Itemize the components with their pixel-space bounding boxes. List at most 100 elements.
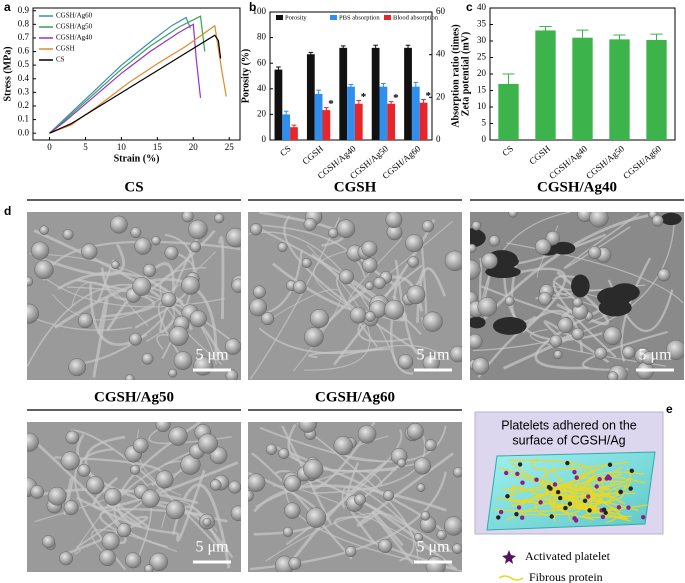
error-bar	[421, 98, 426, 106]
y-tick-label: 0.6	[18, 46, 30, 56]
platelet	[328, 227, 339, 239]
legend-label: Blood absorption	[393, 14, 439, 21]
platelet-dot	[587, 508, 592, 513]
y-tick-label: 35	[477, 19, 487, 29]
platelet-dot	[505, 493, 510, 499]
platelet	[77, 313, 93, 329]
platelet	[63, 500, 79, 516]
platelet	[248, 473, 266, 492]
pore	[660, 212, 682, 226]
fiber-line	[567, 460, 579, 492]
schematic-title: Platelets adhered on the	[501, 418, 637, 432]
sem-image: 5 μm	[27, 212, 241, 380]
fiber-line	[498, 466, 620, 497]
y-tick-label: 60	[436, 6, 446, 16]
platelet	[86, 476, 105, 495]
platelet	[607, 371, 619, 380]
fiber-line	[548, 473, 623, 521]
fiber	[287, 423, 397, 473]
platelet	[282, 526, 293, 537]
fiber	[338, 344, 443, 359]
platelet	[470, 333, 483, 349]
platelet	[141, 489, 160, 508]
plot-frame	[32, 7, 241, 141]
fiber	[159, 267, 223, 366]
platelet	[373, 276, 386, 290]
platelet	[265, 443, 278, 455]
fiber-line	[506, 494, 625, 521]
platelet	[197, 433, 218, 454]
platelet	[361, 257, 378, 273]
platelet-dot	[618, 489, 623, 495]
platelet-dot	[514, 511, 519, 517]
y-tick-label: 40	[257, 83, 267, 93]
platelet-dot	[574, 475, 579, 480]
platelet	[189, 310, 207, 328]
fiber	[357, 264, 423, 343]
platelet	[277, 242, 288, 252]
platelet-dot	[616, 505, 622, 510]
y-tick-label: 20	[257, 108, 267, 118]
platelet	[202, 517, 212, 527]
platelet	[142, 263, 157, 278]
platelet	[188, 219, 208, 240]
platelet	[27, 276, 34, 287]
platelet	[284, 502, 301, 519]
platelet	[224, 338, 241, 355]
platelet	[303, 217, 317, 231]
platelet	[407, 256, 419, 268]
fiber	[371, 511, 415, 565]
bar	[379, 86, 388, 140]
platelet	[364, 311, 376, 322]
platelet	[589, 212, 609, 228]
error-bar	[502, 73, 515, 94]
legend-label: CGSH/Ag40	[56, 34, 93, 42]
platelet	[260, 311, 275, 326]
fiber	[75, 460, 185, 549]
platelet-dot	[538, 500, 543, 505]
platelet	[181, 276, 200, 295]
pore	[485, 265, 521, 279]
fiber	[176, 469, 206, 542]
fiber	[91, 529, 178, 564]
platelet	[39, 225, 49, 235]
platelet	[304, 327, 324, 347]
fiber	[54, 278, 218, 357]
legend-fiber	[498, 575, 524, 581]
platelet	[309, 309, 329, 328]
platelet-dot	[600, 514, 606, 520]
y-tick-label: 0.8	[18, 18, 30, 28]
platelet	[110, 215, 128, 234]
platelet	[420, 511, 431, 521]
platelet	[173, 351, 193, 370]
platelet	[572, 297, 583, 308]
error-bar	[373, 44, 378, 51]
platelet	[385, 212, 403, 229]
error-bar	[576, 29, 589, 46]
platelet	[471, 220, 482, 231]
error-bar	[308, 51, 314, 57]
platelet	[42, 535, 56, 549]
fiber	[416, 267, 447, 323]
x-tick-label: CS	[278, 143, 293, 158]
platelet	[594, 346, 608, 360]
platelet	[651, 214, 664, 227]
bar	[274, 69, 283, 140]
bar	[322, 110, 331, 140]
platelet	[292, 280, 307, 294]
bar	[609, 39, 630, 140]
platelet-dot	[520, 480, 525, 485]
platelet	[60, 451, 80, 471]
fiber	[75, 496, 142, 528]
x-tick-label: CGSH/Ag60	[621, 143, 663, 181]
pore	[470, 228, 486, 248]
platelet	[622, 345, 636, 359]
platelet	[471, 357, 490, 375]
platelet	[101, 532, 120, 551]
fiber	[529, 328, 666, 367]
error-bar	[381, 82, 386, 90]
platelet	[155, 422, 171, 433]
platelet-dot	[563, 505, 568, 511]
platelet	[231, 278, 241, 293]
platelet	[449, 345, 462, 363]
